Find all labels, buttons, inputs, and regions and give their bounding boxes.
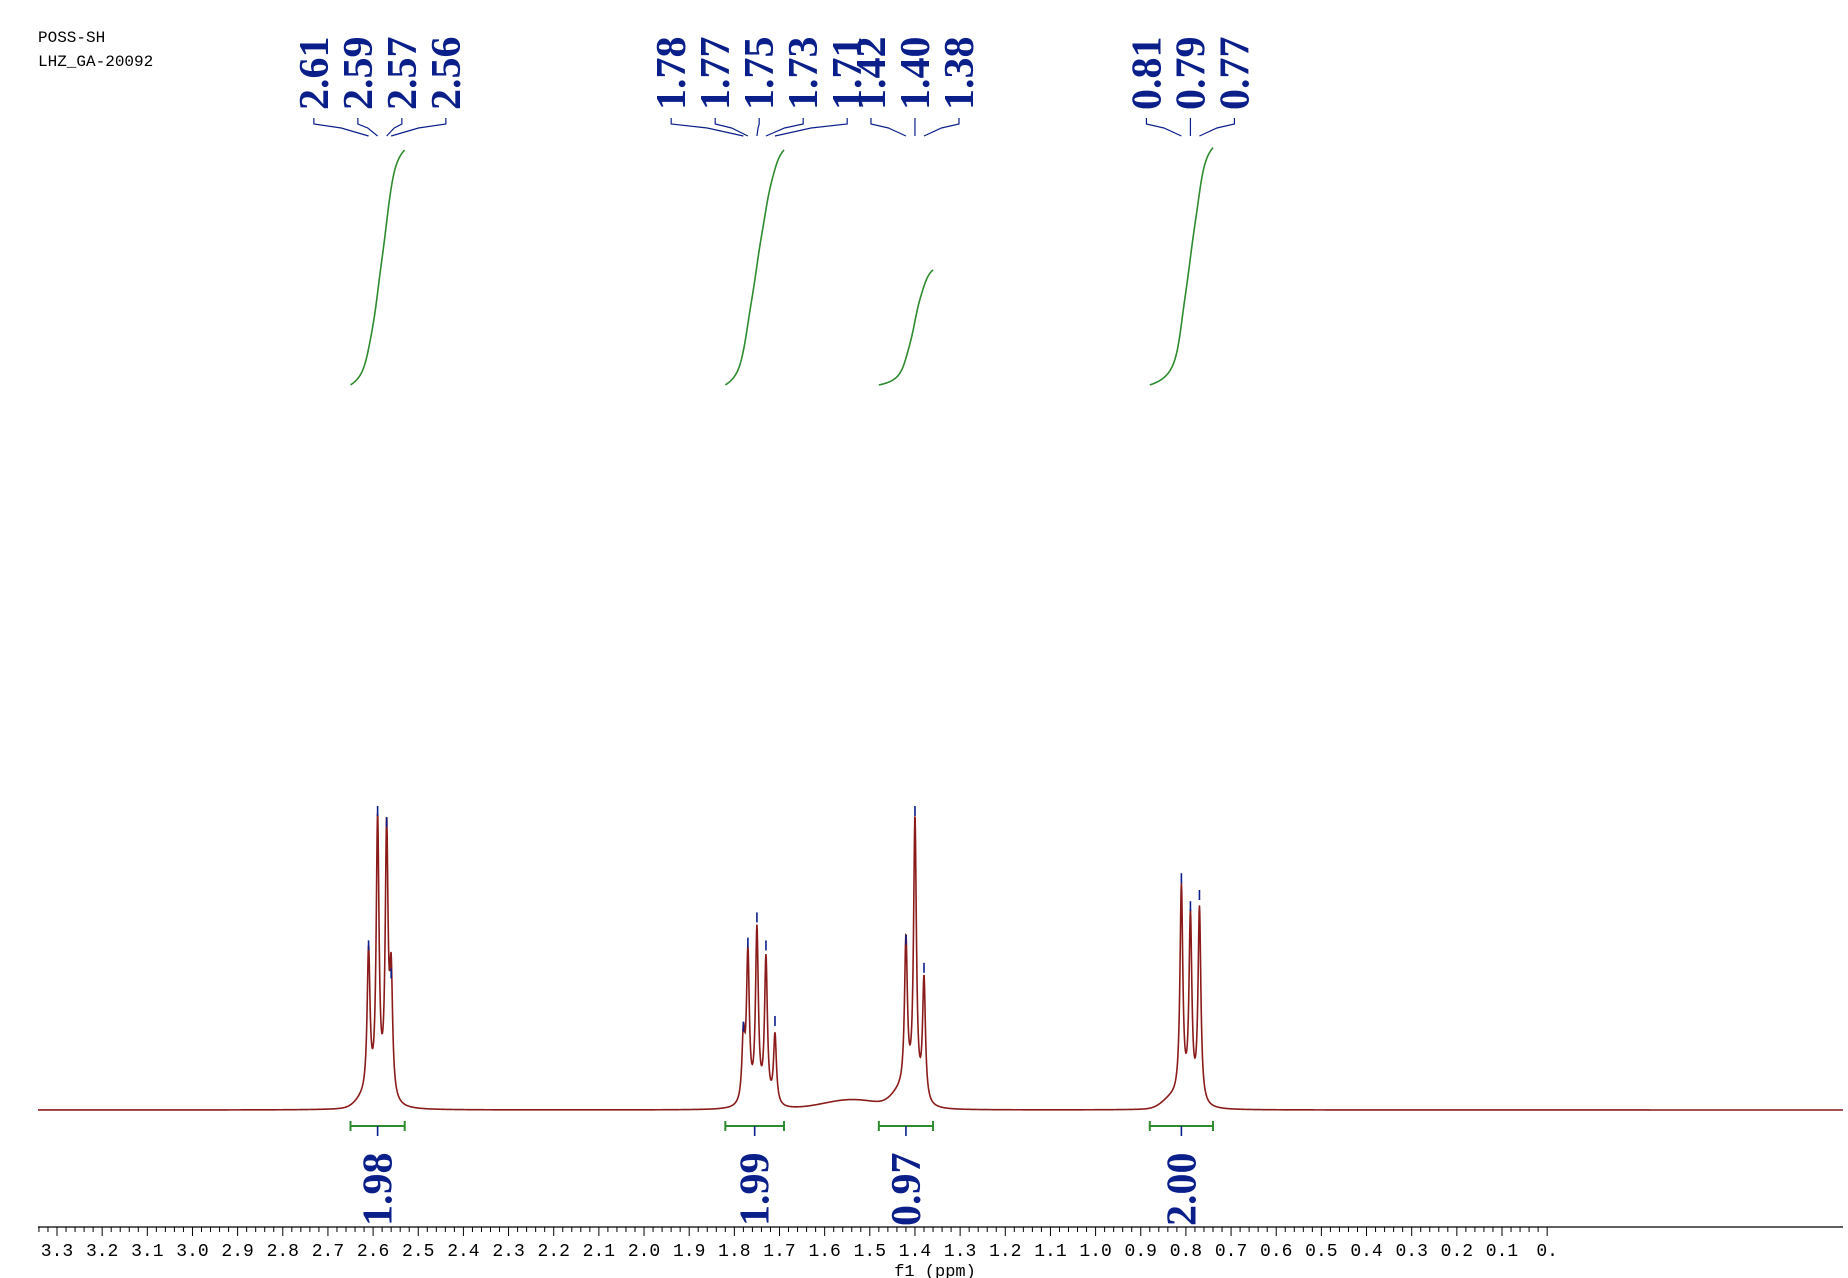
integral-curve-2.00 (1149, 147, 1214, 386)
peak-label-2.59: 2.59 (336, 37, 382, 111)
x-tick-label-2.7: 2.7 (312, 1242, 344, 1262)
peak-label-0.79: 0.79 (1168, 37, 1214, 111)
x-tick-label-0.1: 0.1 (1486, 1242, 1518, 1262)
peak-connector-0.77 (1199, 118, 1236, 137)
integral-value-0.97: 0.97 (884, 1153, 930, 1227)
x-tick-label-2.2: 2.2 (538, 1242, 570, 1262)
peak-connector-1.77 (714, 118, 749, 137)
x-tick-label-1.3: 1.3 (944, 1242, 976, 1262)
x-tick-label-2.1: 2.1 (583, 1242, 615, 1262)
integral-value-1.98: 1.98 (356, 1153, 402, 1227)
peak-label-1.75: 1.75 (737, 37, 783, 111)
peak-connector-0.81 (1145, 118, 1182, 137)
sample-name: POSS-SH (38, 29, 106, 47)
x-tick-label-1.2: 1.2 (989, 1242, 1021, 1262)
x-tick-label-0.9: 0.9 (1125, 1242, 1157, 1262)
x-tick-label-0.3: 0.3 (1395, 1242, 1427, 1262)
x-tick-label-2.4: 2.4 (447, 1242, 479, 1262)
x-tick-label-2.5: 2.5 (402, 1242, 434, 1262)
x-tick-label-0.2: 0.2 (1441, 1242, 1473, 1262)
integral-curve-1.99 (724, 149, 785, 386)
peak-connector-1.75 (756, 118, 760, 137)
x-tick-label-2.8: 2.8 (267, 1242, 299, 1262)
x-axis-label: f1 (ppm) (894, 1263, 976, 1278)
peak-connector-1.71 (774, 118, 848, 137)
peak-labels: 2.612.592.572.56 1.781.771.751.731.711.42… (292, 37, 1258, 137)
peak-label-0.77: 0.77 (1212, 37, 1258, 111)
x-tick-label-2.0: 2.0 (628, 1242, 660, 1262)
x-tick-label-1.6: 1.6 (808, 1242, 840, 1262)
x-tick-label-2.6: 2.6 (357, 1242, 389, 1262)
peak-label-1.71: 1.71 (825, 37, 871, 111)
peak-label-1.38: 1.38 (937, 37, 983, 111)
x-tick-label-0.6: 0.6 (1260, 1242, 1292, 1262)
integral-bars: 1.98 1.99 0.97 2.00 (349, 1121, 1214, 1227)
peak-label-1.42: 1.42 (849, 37, 895, 111)
peak-connector-1.73 (765, 118, 804, 137)
peak-connector-1.42 (870, 118, 907, 137)
peak-label-0.81: 0.81 (1124, 37, 1170, 111)
spectrum-line (38, 813, 1843, 1111)
x-tick-label-1.1: 1.1 (1034, 1242, 1066, 1262)
x-tick-label-1.4: 1.4 (899, 1242, 931, 1262)
peak-label-1.73: 1.73 (781, 37, 827, 111)
peak-label-1.77: 1.77 (693, 37, 739, 111)
peak-label-1.40: 1.40 (893, 37, 939, 111)
integral-curves (350, 147, 1214, 386)
peak-markers (367, 806, 1201, 1032)
x-tick-label-0.5: 0.5 (1305, 1242, 1337, 1262)
x-tick-label-0.4: 0.4 (1350, 1242, 1382, 1262)
peak-connector-2.61 (313, 118, 369, 137)
integral-curve-0.97 (878, 269, 934, 386)
x-tick-label-0.7: 0.7 (1215, 1242, 1247, 1262)
x-axis: 3.3 3.2 3.1 3.0 2.9 2.8 2.7 2.6 2.5 2.4 2.3 2.2 2.1 2… (38, 1226, 1843, 1262)
x-tick-label-3.3: 3.3 (41, 1242, 73, 1262)
peak-connector-2.57 (386, 118, 403, 137)
integral-value-2.00: 2.00 (1159, 1153, 1205, 1227)
integral-curve-1.98 (350, 149, 406, 386)
peak-connector-2.59 (357, 118, 378, 137)
peak-label-1.78: 1.78 (649, 37, 695, 111)
peak-label-2.57: 2.57 (380, 37, 426, 111)
x-tick-label-3.2: 3.2 (86, 1242, 118, 1262)
x-tick-label-1.9: 1.9 (673, 1242, 705, 1262)
sample-id: LHZ_GA-20092 (38, 53, 154, 71)
x-tick-label-1.0: 1.0 (1079, 1242, 1111, 1262)
x-tick-label-2.9: 2.9 (221, 1242, 253, 1262)
x-tick-label-0.: 0. (1536, 1242, 1558, 1262)
peak-label-2.61: 2.61 (292, 37, 338, 111)
peak-connector-1.38 (923, 118, 960, 137)
peak-connector-1.78 (670, 118, 744, 137)
x-tick-label-0.8: 0.8 (1170, 1242, 1202, 1262)
x-tick-label-3.1: 3.1 (131, 1242, 163, 1262)
x-tick-label-1.5: 1.5 (854, 1242, 886, 1262)
peak-label-2.56: 2.56 (424, 37, 470, 111)
x-tick-label-1.8: 1.8 (718, 1242, 750, 1262)
peak-connector-2.56 (390, 118, 447, 137)
x-tick-label-3.0: 3.0 (176, 1242, 208, 1262)
x-tick-label-2.3: 2.3 (492, 1242, 524, 1262)
integral-value-1.99: 1.99 (733, 1153, 779, 1227)
x-tick-label-1.7: 1.7 (763, 1242, 795, 1262)
